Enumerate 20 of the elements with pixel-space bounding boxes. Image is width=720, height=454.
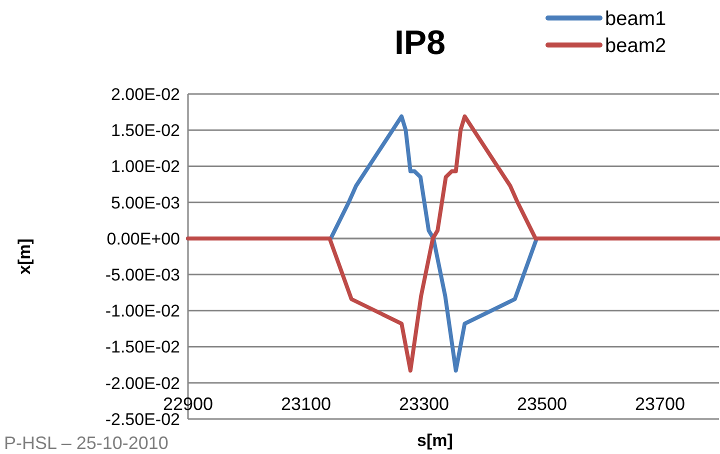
text: P-HSL – 25-10-2010 (4, 433, 168, 453)
y-tick-label: -2.00E-02 (105, 374, 180, 393)
x-tick-label: 23300 (398, 394, 450, 414)
x-tick-label: 23100 (280, 394, 332, 414)
legend-label: beam2 (605, 35, 666, 57)
x-tick-label: 23500 (516, 394, 568, 414)
chart-title: IP8 (394, 24, 446, 62)
y-tick-label: -1.50E-02 (105, 338, 180, 357)
x-axis-title: s[m] (417, 431, 453, 450)
y-tick-label: 0.00E+00 (106, 229, 180, 248)
line-series (186, 114, 720, 373)
y-tick-label: -5.00E-03 (105, 266, 180, 285)
legend-label: beam1 (605, 8, 666, 30)
y-tick-label: 1.00E-02 (111, 157, 180, 176)
y-tick-label: 1.50E-02 (111, 121, 180, 140)
y-tick-label: 2.00E-02 (111, 84, 180, 104)
x-tick-label: 23700 (634, 394, 686, 414)
y-tick-label: 5.00E-03 (111, 193, 180, 212)
y-axis-title: x[m] (15, 238, 34, 274)
y-tick-label: -1.00E-02 (105, 302, 180, 321)
